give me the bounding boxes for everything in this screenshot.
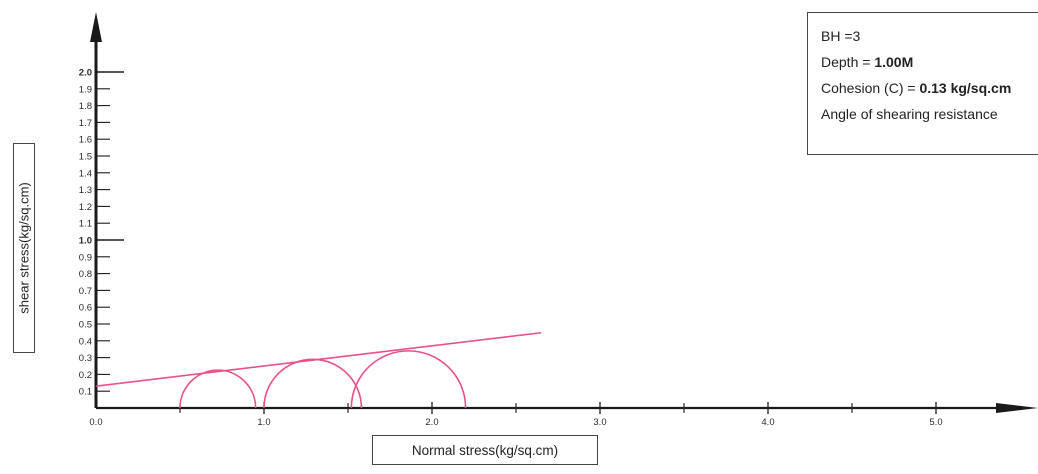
failure-envelope — [95, 331, 542, 387]
depth-label: Depth = — [821, 54, 875, 70]
x-tick-label: 1.0 — [257, 417, 270, 428]
cohesion-line: Cohesion (C) = 0.13 kg/sq.cm — [821, 75, 1038, 101]
borehole-text: BH =3 — [821, 28, 861, 44]
axis-ticks: 0.1 0.2 0.3 0.4 0.5 0.6 0.7 0.8 0.9 1.0 1.1 1.2 1.3 1… — [79, 68, 943, 429]
y-axis-label: shear stress(kg/sq.cm) — [16, 182, 32, 314]
y-tick-label: 1.0 — [79, 236, 92, 247]
x-axis-label-box: Normal stress(kg/sq.cm) — [372, 435, 598, 465]
y-tick-label: 1.5 — [79, 152, 92, 163]
x-tick-label: 4.0 — [761, 417, 774, 428]
cohesion-label: Cohesion (C) = — [821, 80, 920, 96]
y-tick-label: 0.8 — [79, 269, 92, 280]
y-tick-label: 1.3 — [79, 185, 92, 196]
y-tick-label: 2.0 — [79, 68, 92, 79]
x-axis-label: Normal stress(kg/sq.cm) — [411, 442, 559, 458]
y-tick-label: 0.3 — [79, 353, 92, 364]
mohr-circle — [179, 369, 257, 409]
y-tick-label: 1.2 — [79, 202, 92, 213]
angle-line: Angle of shearing resistance — [821, 101, 1038, 127]
y-tick-label: 0.6 — [79, 303, 92, 314]
test-info-box: BH =3 Depth = 1.00M Cohesion (C) = 0.13 … — [807, 12, 1038, 155]
mohr-circle — [350, 350, 467, 409]
borehole-line: BH =3 — [821, 23, 1038, 49]
y-tick-label: 1.9 — [79, 84, 92, 95]
y-tick-label: 1.7 — [79, 118, 92, 129]
y-tick-label: 1.4 — [79, 168, 92, 179]
y-tick-label: 0.5 — [79, 320, 92, 331]
y-tick-label: 1.6 — [79, 135, 92, 146]
envelope-line — [95, 331, 542, 387]
angle-label: Angle of shearing resistance — [821, 106, 998, 122]
x-tick-label: 2.0 — [425, 417, 438, 428]
mohr-circle — [263, 358, 363, 409]
y-axis-label-box: shear stress(kg/sq.cm) — [13, 143, 35, 353]
y-tick-label: 0.1 — [79, 387, 92, 398]
cohesion-value: 0.13 kg/sq.cm — [919, 80, 1012, 96]
y-axis-arrow — [90, 12, 102, 42]
depth-line: Depth = 1.00M — [821, 49, 1038, 75]
y-tick-label: 0.4 — [79, 336, 92, 347]
x-tick-label: 3.0 — [593, 417, 606, 428]
x-tick-label: 0.0 — [89, 417, 102, 428]
y-tick-label: 0.9 — [79, 252, 92, 263]
y-tick-label: 0.7 — [79, 286, 92, 297]
x-axis-arrow — [996, 403, 1038, 413]
x-tick-label: 5.0 — [929, 417, 942, 428]
y-tick-label: 0.2 — [79, 370, 92, 381]
y-tick-label: 1.8 — [79, 101, 92, 112]
depth-value: 1.00M — [874, 54, 914, 70]
y-tick-label: 1.1 — [79, 219, 92, 230]
